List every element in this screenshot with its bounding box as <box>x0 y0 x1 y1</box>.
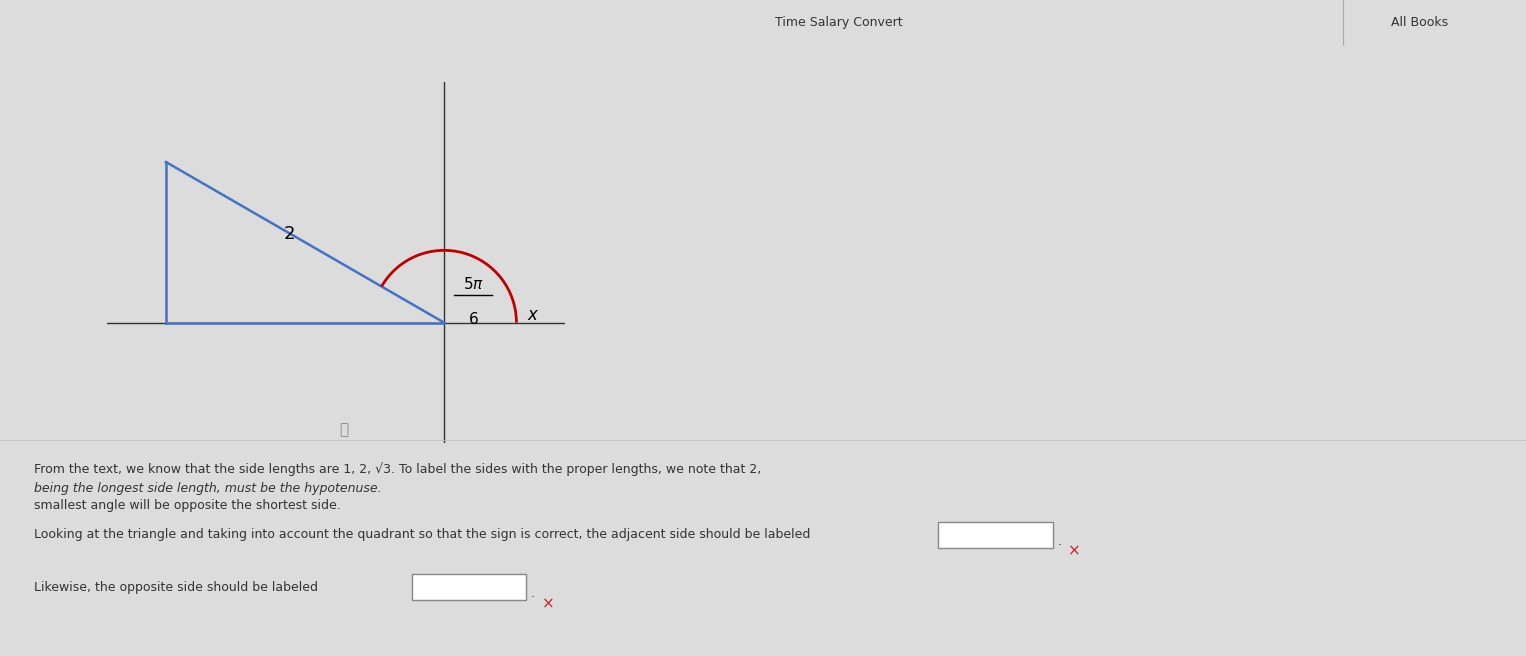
Text: $5\pi$: $5\pi$ <box>462 276 484 292</box>
Text: being the longest side length, must be the hypotenuse.: being the longest side length, must be t… <box>34 482 382 495</box>
Text: Likewise, the opposite side should be labeled: Likewise, the opposite side should be la… <box>34 581 317 594</box>
Text: 2: 2 <box>284 225 295 243</box>
Text: ⓘ: ⓘ <box>339 422 348 437</box>
Text: x: x <box>528 306 537 323</box>
Text: .: . <box>1058 535 1062 548</box>
Text: Time Salary Convert: Time Salary Convert <box>775 16 903 30</box>
Text: smallest angle will be opposite the shortest side.: smallest angle will be opposite the shor… <box>34 499 340 512</box>
Text: ×: × <box>1068 544 1080 558</box>
Text: $6$: $6$ <box>467 312 479 327</box>
Text: Looking at the triangle and taking into account the quadrant so that the sign is: Looking at the triangle and taking into … <box>34 528 810 541</box>
Text: All Books: All Books <box>1390 16 1448 30</box>
Text: From the text, we know that the side lengths are 1, 2, √3. To label the sides wi: From the text, we know that the side len… <box>34 462 765 476</box>
Text: ×: × <box>542 596 554 611</box>
Text: .: . <box>531 587 536 600</box>
